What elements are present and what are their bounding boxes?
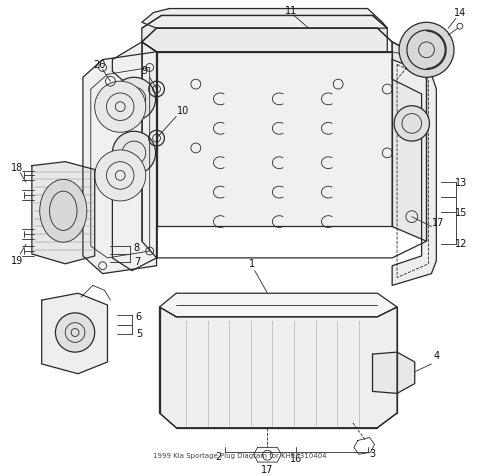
Circle shape bbox=[112, 131, 156, 174]
Text: 6: 6 bbox=[136, 312, 142, 322]
Polygon shape bbox=[159, 293, 397, 317]
Circle shape bbox=[394, 106, 430, 141]
Circle shape bbox=[399, 22, 454, 77]
Polygon shape bbox=[392, 42, 427, 241]
Polygon shape bbox=[112, 42, 156, 271]
Polygon shape bbox=[372, 352, 415, 393]
Polygon shape bbox=[392, 59, 436, 285]
Text: 12: 12 bbox=[455, 239, 467, 249]
Text: 13: 13 bbox=[455, 178, 467, 188]
Polygon shape bbox=[142, 28, 392, 52]
Text: 7: 7 bbox=[134, 257, 140, 267]
Text: 1: 1 bbox=[249, 259, 255, 269]
Ellipse shape bbox=[40, 180, 87, 242]
Text: 16: 16 bbox=[290, 454, 302, 464]
Text: 19: 19 bbox=[11, 256, 24, 266]
Polygon shape bbox=[142, 15, 387, 52]
Text: 11: 11 bbox=[285, 6, 297, 16]
Polygon shape bbox=[83, 52, 156, 274]
Text: 14: 14 bbox=[454, 9, 466, 19]
Text: 3: 3 bbox=[370, 449, 375, 459]
Text: 4: 4 bbox=[433, 351, 439, 361]
Text: 15: 15 bbox=[455, 208, 467, 218]
Polygon shape bbox=[156, 52, 392, 227]
Text: 9: 9 bbox=[142, 66, 148, 76]
Circle shape bbox=[112, 77, 156, 121]
Text: 5: 5 bbox=[136, 330, 142, 340]
Circle shape bbox=[56, 313, 95, 352]
Polygon shape bbox=[142, 9, 387, 28]
Text: 18: 18 bbox=[11, 162, 24, 172]
Polygon shape bbox=[32, 162, 95, 264]
Text: 8: 8 bbox=[134, 243, 140, 253]
Text: 20: 20 bbox=[94, 59, 106, 69]
Text: 2: 2 bbox=[215, 452, 222, 462]
Circle shape bbox=[95, 150, 146, 201]
Text: 17: 17 bbox=[432, 218, 444, 228]
Text: 1999 Kia Sportage Plug Diagram for KHE0310404: 1999 Kia Sportage Plug Diagram for KHE03… bbox=[153, 453, 327, 459]
Polygon shape bbox=[159, 307, 397, 428]
Polygon shape bbox=[42, 293, 108, 374]
Circle shape bbox=[95, 81, 146, 132]
Text: 17: 17 bbox=[261, 465, 274, 475]
Text: 10: 10 bbox=[177, 105, 189, 115]
